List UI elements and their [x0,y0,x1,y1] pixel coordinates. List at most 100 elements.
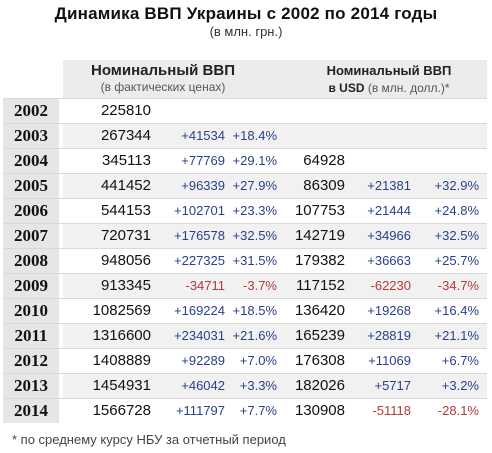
usd-value-cell [285,124,345,148]
usd-change-cell: +21444 [367,203,411,218]
nominal-value-cell: 345113 [102,152,151,169]
usd-value-cell: 165239 [294,327,345,344]
usd-value-cell: 176308 [294,352,345,369]
usd-gdp-subheader: в USD (в млн. долл.)* [293,81,485,95]
nominal-value-cell: 441452 [100,177,151,194]
year-cell: 2006 [3,199,59,223]
usd-change-cell: +28819 [367,328,411,343]
table-row: 2010 1082569 +169224 +18.5% 136420 +19268 +16.… [3,298,487,323]
usd-percent-cell: -34.7% [437,278,479,293]
table-header: Номинальный ВВП (в фактических ценах) Но… [3,60,487,98]
usd-change-cell: -62230 [370,278,411,293]
nominal-change-cell: +111797 [175,403,225,418]
nominal-value-cell: 913345 [100,277,151,294]
usd-change-cell [349,149,411,173]
nominal-percent-cell: +21.6% [232,328,277,343]
year-cell: 2003 [3,124,59,148]
nominal-percent-cell: -3.7% [243,278,277,293]
year-cell: 2014 [3,399,59,423]
year-cell: 2005 [3,174,59,198]
year-cell: 2013 [3,374,59,398]
nominal-percent-cell: +18.5% [232,303,277,318]
nominal-percent-cell: +27.9% [232,178,277,193]
table-row: 2009 913345 -34711 -3.7% 117152 -62230 -34.7% [3,273,487,298]
usd-value-cell: 117152 [296,277,345,294]
table-row: 2003 267344 +41534 +18.4% [3,123,487,148]
nominal-change-cell: +46042 [181,378,225,393]
table-row: 2011 1316600 +234031 +21.6% 165239 +28819 +21.… [3,323,487,348]
usd-percent-cell: +24.8% [434,203,479,218]
usd-value-cell: 130908 [294,402,345,419]
footnote: * по среднему курсу НБУ за отчетный пери… [12,432,286,447]
row-band [63,374,487,398]
year-cell: 2009 [3,274,59,298]
nominal-percent-cell: +32.5% [232,228,277,243]
usd-value-cell: 86309 [303,177,345,194]
year-cell: 2010 [3,299,59,323]
usd-change-cell: -51118 [372,403,411,418]
row-band [63,324,487,348]
table-row: 2008 948056 +227325 +31.5% 179382 +36663 +25.7… [3,248,487,273]
usd-gdp-header: Номинальный ВВП [326,63,452,78]
usd-percent-cell: +16.4% [434,303,479,318]
nominal-change-cell: +234031 [174,328,225,343]
nominal-value-cell: 1566728 [92,402,151,419]
usd-percent-cell: -28.1% [437,403,479,418]
usd-percent-cell: +3.2% [441,378,479,393]
table-row: 2013 1454931 +46042 +3.3% 182026 +5717 +3.2% [3,373,487,398]
usd-percent-cell: +32.5% [434,228,479,243]
nominal-change-cell: +96339 [181,178,225,193]
usd-value-cell: 64928 [303,152,345,169]
year-cell: 2007 [3,224,59,248]
usd-change-cell: +34966 [367,228,411,243]
nominal-change-cell: +92289 [181,353,225,368]
usd-value-cell: 142719 [294,227,345,244]
nominal-value-cell: 267344 [100,127,151,144]
table-row: 2007 720731 +176578 +32.5% 142719 +34966 +32.5… [3,223,487,248]
nominal-gdp-subheader: (в фактических ценах) [100,80,226,94]
nominal-change-cell: +169224 [174,303,225,318]
nominal-change-cell: +176578 [174,228,225,243]
row-band [63,174,487,198]
nominal-percent-cell: +29.1% [232,153,277,168]
nominal-percent-cell [225,99,277,123]
usd-percent-cell: +6.7% [441,353,479,368]
nominal-gdp-header: Номинальный ВВП [91,62,235,79]
usd-percent-cell: +32.9% [434,178,479,193]
nominal-percent-cell: +31.5% [232,253,277,268]
nominal-value-cell: 225810 [100,102,151,119]
row-band [63,124,487,148]
row-band [63,224,487,248]
nominal-percent-cell: +23.3% [232,203,277,218]
nominal-change-cell: +77769 [181,153,225,168]
table-row: 2014 1566728 +111797 +7.7% 130908 -51118 -28.1… [3,398,487,423]
year-cell: 2004 [3,149,59,173]
usd-change-cell: +36663 [367,253,411,268]
nominal-value-cell: 720731 [100,227,151,244]
usd-change-cell: +11069 [368,353,411,368]
nominal-change-cell: +41534 [181,128,225,143]
nominal-change-cell: +227325 [174,253,225,268]
nominal-change-cell [155,99,225,123]
usd-value-cell: 179382 [294,252,345,269]
year-cell: 2011 [3,324,59,348]
nominal-value-cell: 544153 [100,202,151,219]
table-row: 2005 441452 +96339 +27.9% 86309 +21381 +32.9% [3,173,487,198]
year-cell: 2012 [3,349,59,373]
usd-percent-cell [411,149,479,173]
usd-value-cell: 136420 [294,302,345,319]
table-row: 2002 225810 [3,98,487,123]
nominal-change-cell: -34711 [185,278,225,293]
nominal-percent-cell: +3.3% [239,378,277,393]
year-cell: 2008 [3,249,59,273]
usd-value-cell: 182026 [294,377,345,394]
usd-change-cell: +21381 [367,178,411,193]
nominal-value-cell: 948056 [100,252,151,269]
usd-change-cell [349,124,411,148]
table-row: 2004 345113 +77769 +29.1% 64928 [3,148,487,173]
nominal-value-cell: 1454931 [92,377,151,394]
usd-change-cell: +5717 [374,378,411,393]
nominal-value-cell: 1316600 [92,327,151,344]
usd-percent-cell [411,124,479,148]
page-title: Динамика ВВП Украины с 2002 по 2014 годы [54,4,438,23]
